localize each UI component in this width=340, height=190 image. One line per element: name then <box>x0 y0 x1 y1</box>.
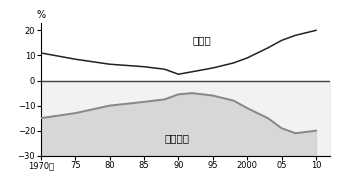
Text: %: % <box>36 10 45 20</box>
Text: 非製造業: 非製造業 <box>165 133 190 143</box>
Text: 製造業: 製造業 <box>192 35 211 45</box>
